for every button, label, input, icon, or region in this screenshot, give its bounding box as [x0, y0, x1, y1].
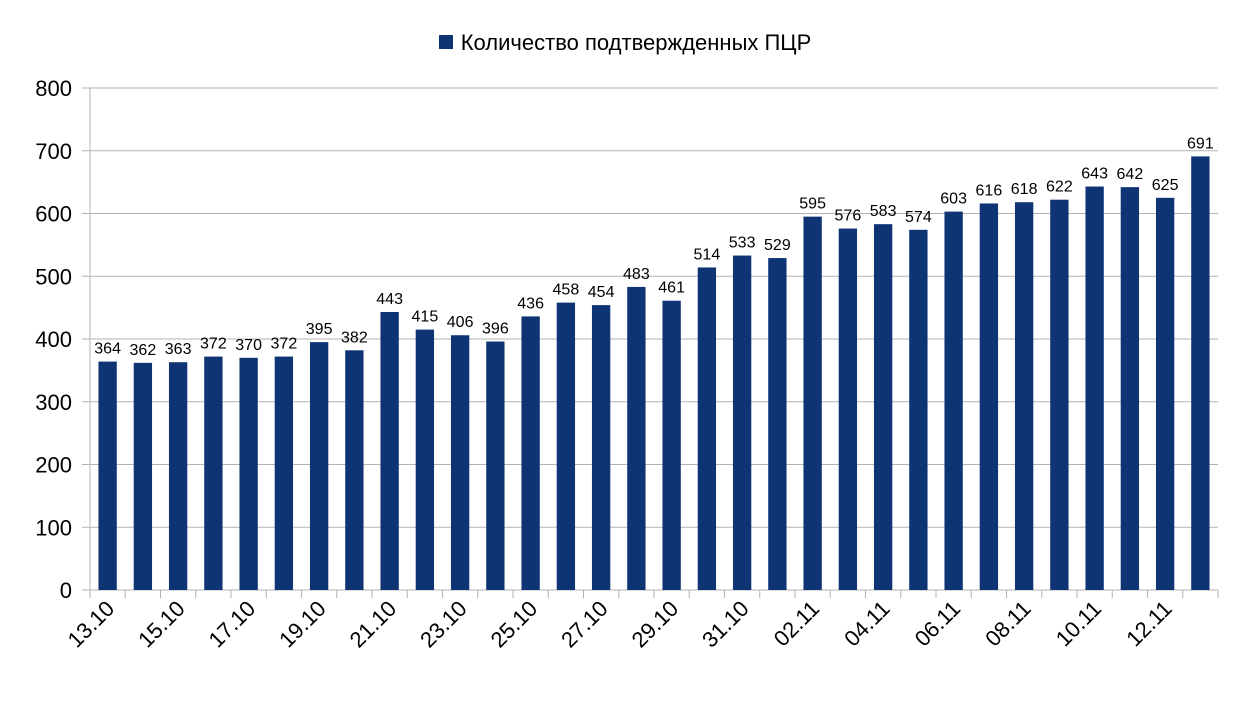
bar	[838, 228, 858, 590]
bar	[768, 258, 787, 590]
data-label: 415	[412, 309, 439, 326]
y-tick-label: 600	[35, 202, 72, 227]
bar	[944, 211, 963, 590]
data-label: 533	[729, 235, 756, 252]
x-tick-label: 29.10	[627, 596, 684, 653]
bar	[803, 216, 822, 590]
x-tick-label: 31.10	[697, 596, 754, 653]
y-tick-label: 500	[35, 264, 72, 289]
data-label: 372	[200, 336, 227, 353]
data-label: 529	[764, 237, 791, 254]
bar	[1155, 197, 1175, 590]
chart-legend: Количество подтвержденных ПЦР	[0, 30, 1250, 56]
data-label: 622	[1046, 179, 1073, 196]
x-tick-label: 21.10	[345, 596, 402, 653]
data-label: 625	[1152, 177, 1179, 194]
bar	[168, 362, 188, 590]
bar	[873, 224, 893, 591]
bar	[274, 356, 294, 590]
data-label: 370	[235, 337, 262, 354]
bar	[521, 316, 540, 590]
bar	[133, 362, 153, 590]
x-tick-label: 13.10	[63, 596, 120, 653]
bar	[415, 329, 435, 590]
data-label: 576	[835, 208, 862, 225]
bar	[1191, 156, 1210, 590]
x-tick-label: 23.10	[415, 596, 472, 653]
bar	[450, 335, 470, 590]
x-tick-label: 27.10	[556, 596, 613, 653]
data-label: 372	[271, 336, 298, 353]
data-label: 574	[905, 209, 932, 226]
data-label: 643	[1081, 166, 1108, 183]
bar	[345, 350, 364, 590]
bar	[1050, 199, 1069, 590]
y-tick-label: 700	[35, 139, 72, 164]
data-label: 382	[341, 329, 368, 346]
x-tick-label: 17.10	[204, 596, 261, 653]
bar	[1085, 186, 1104, 590]
bar	[662, 300, 681, 590]
data-label: 583	[870, 203, 897, 220]
x-tick-label: 08.11	[980, 596, 1035, 651]
data-label: 514	[694, 246, 721, 263]
data-label: 461	[658, 280, 685, 297]
data-label: 483	[623, 266, 650, 283]
x-tick-label: 06.11	[910, 596, 965, 651]
y-tick-label: 200	[35, 453, 72, 478]
bar	[1014, 202, 1034, 590]
bar	[309, 342, 329, 590]
data-label: 618	[1011, 181, 1038, 198]
data-label: 642	[1117, 166, 1144, 183]
x-tick-label: 02.11	[769, 596, 824, 651]
bar	[98, 361, 117, 590]
x-tick-label: 15.10	[133, 596, 190, 653]
data-label: 395	[306, 321, 333, 338]
legend-label: Количество подтвержденных ПЦР	[460, 30, 812, 55]
data-label: 364	[94, 341, 121, 358]
data-label: 616	[976, 182, 1003, 199]
bar	[591, 305, 611, 590]
data-label: 396	[482, 321, 509, 338]
bar	[556, 302, 576, 590]
bar	[380, 312, 399, 590]
bar	[239, 357, 258, 590]
data-label: 458	[553, 282, 580, 299]
data-label: 603	[940, 191, 967, 208]
bar	[909, 229, 928, 590]
bar	[1120, 187, 1140, 590]
bar	[486, 341, 505, 590]
x-tick-label: 25.10	[486, 596, 543, 653]
y-tick-label: 400	[35, 327, 72, 352]
data-label: 454	[588, 284, 615, 301]
bar	[204, 356, 223, 590]
x-tick-label: 19.10	[274, 596, 331, 653]
data-label: 436	[517, 295, 544, 312]
y-tick-label: 0	[60, 578, 72, 603]
x-tick-label: 04.11	[839, 596, 894, 651]
data-label: 595	[799, 196, 826, 213]
legend-swatch	[438, 35, 453, 50]
bar	[627, 286, 646, 590]
data-label: 443	[376, 291, 403, 308]
bar	[697, 267, 717, 590]
data-label: 406	[447, 314, 474, 331]
data-label: 691	[1187, 135, 1214, 152]
bar	[732, 255, 752, 591]
y-tick-label: 300	[35, 390, 72, 415]
data-label: 362	[130, 342, 157, 359]
bar	[979, 203, 999, 590]
y-tick-label: 800	[35, 76, 72, 101]
data-label: 363	[165, 341, 192, 358]
y-tick-label: 100	[35, 515, 72, 540]
x-tick-label: 10.11	[1051, 596, 1106, 651]
x-tick-label: 12.11	[1121, 596, 1176, 651]
